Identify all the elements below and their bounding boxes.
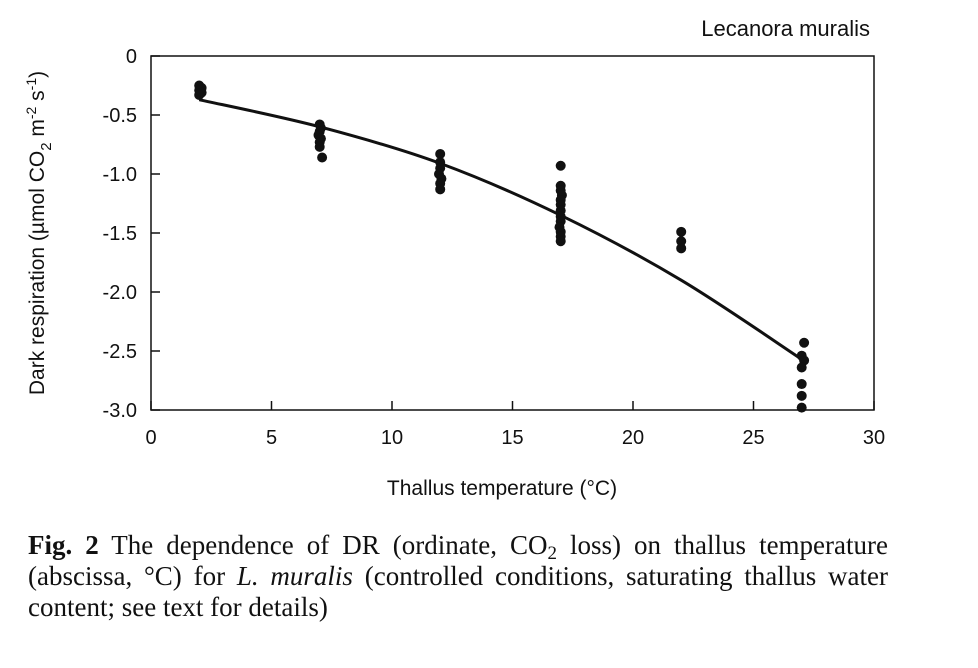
data-point: [194, 89, 205, 100]
x-tick-label: 0: [145, 427, 156, 449]
y-tick-label: -0.5: [103, 105, 137, 127]
y-axis-label: Dark respiration (µmol CO2 m-2 s-1): [23, 71, 55, 395]
data-points: [194, 80, 810, 413]
plot-frame: [150, 55, 875, 411]
data-point: [796, 390, 807, 401]
x-tick-label: 30: [863, 427, 885, 449]
data-point: [314, 141, 325, 152]
x-tick-label: 15: [501, 427, 523, 449]
figure-caption: Fig. 2 The dependence of DR (ordinate, C…: [28, 530, 888, 622]
chart: 0 5 10 15 20 25 30 0 -0.5 -1.0 -1.5 -2.0 -2.5 -3.0 L…: [23, 16, 885, 500]
data-point: [435, 148, 446, 159]
y-tick-label: 0: [126, 46, 137, 68]
y-tick-label: -1.5: [103, 223, 137, 245]
y-tick-label: -2.5: [103, 341, 137, 363]
data-point: [435, 184, 446, 195]
fit-curve: [198, 98, 803, 361]
data-point: [676, 236, 687, 247]
data-point: [555, 160, 566, 171]
caption-label: Fig. 2: [28, 530, 99, 560]
data-point: [555, 236, 566, 247]
x-tick-label: 20: [622, 427, 644, 449]
data-point: [796, 362, 807, 373]
x-tick-label: 10: [381, 427, 403, 449]
y-tick-label: -1.0: [103, 164, 137, 186]
data-point: [796, 402, 807, 413]
x-tick-label: 5: [266, 427, 277, 449]
y-axis: 0 -0.5 -1.0 -1.5 -2.0 -2.5 -3.0: [103, 46, 160, 422]
data-point: [799, 337, 810, 348]
chart-title: Lecanora muralis: [701, 16, 870, 41]
data-point: [676, 226, 687, 237]
y-tick-label: -3.0: [103, 400, 137, 422]
data-point: [796, 379, 807, 390]
x-axis-label: Thallus temperature (°C): [387, 477, 617, 500]
y-tick-label: -2.0: [103, 282, 137, 304]
x-tick-label: 25: [742, 427, 764, 449]
data-point: [317, 152, 328, 163]
x-axis: 0 5 10 15 20 25 30: [145, 401, 885, 449]
data-point: [676, 243, 687, 254]
